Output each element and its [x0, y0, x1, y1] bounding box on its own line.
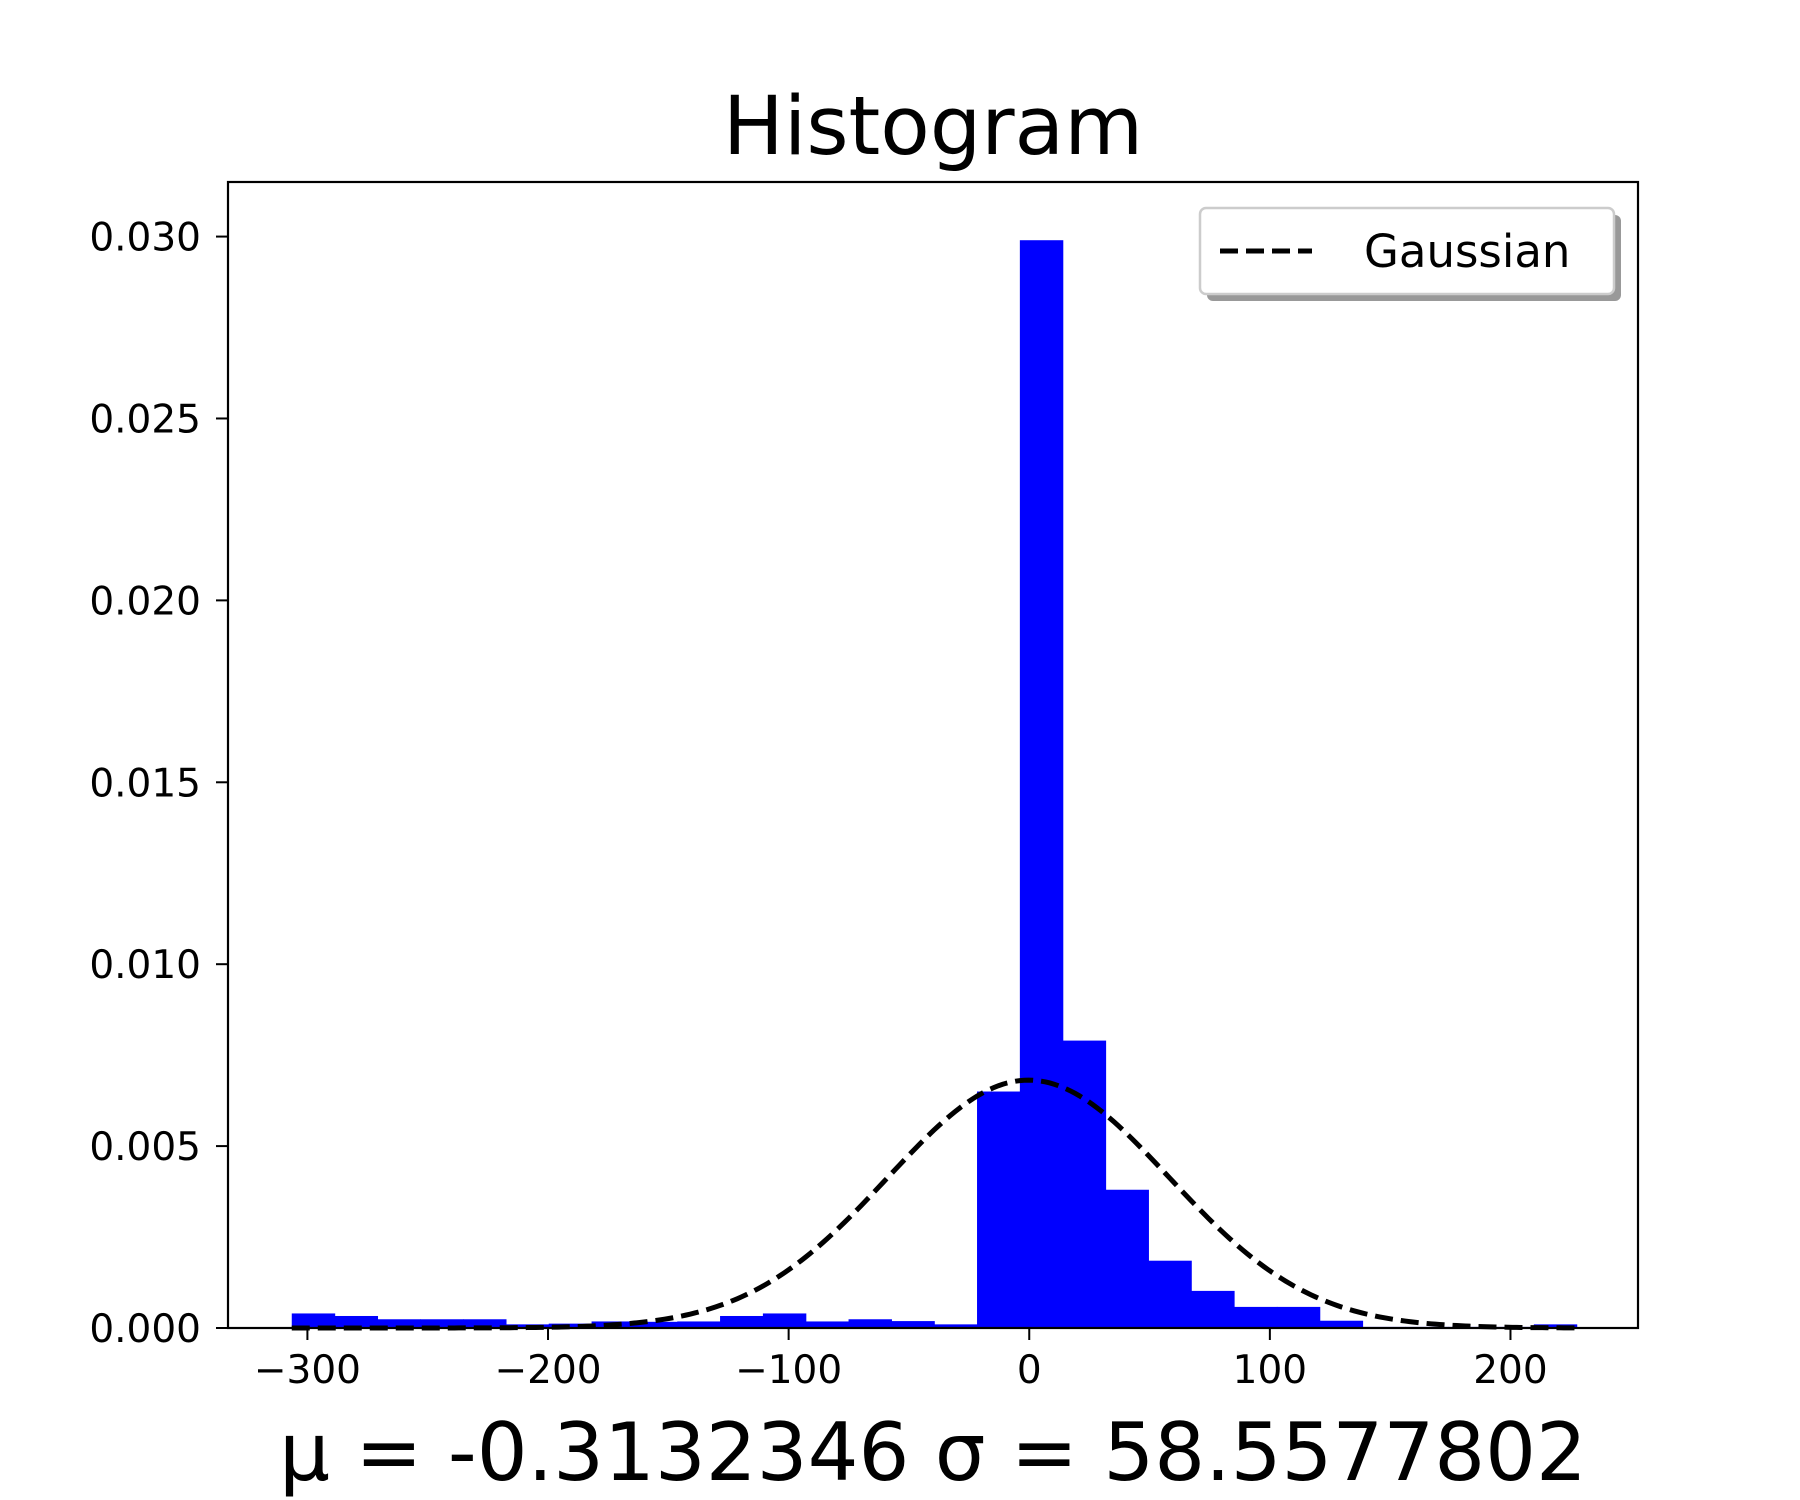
histogram-bar — [1105, 1189, 1149, 1328]
histogram-bar — [934, 1324, 978, 1328]
histogram-bar — [463, 1319, 507, 1328]
histogram-bar — [1148, 1260, 1192, 1328]
y-tick-label: 0.020 — [89, 579, 201, 624]
histogram-bar — [848, 1319, 892, 1328]
y-tick-label: 0.025 — [89, 397, 201, 442]
histogram-bar — [1276, 1306, 1321, 1328]
y-tick-label: 0.000 — [89, 1307, 201, 1352]
histogram-bars — [291, 240, 1578, 1329]
y-tick-label: 0.030 — [89, 216, 201, 261]
histogram-bar — [1191, 1290, 1235, 1328]
histogram-bar — [291, 1313, 336, 1328]
legend-box — [1198, 206, 1616, 296]
histogram-bar — [805, 1321, 850, 1328]
histogram-bar — [1062, 1040, 1107, 1328]
histogram-bar — [548, 1323, 593, 1328]
x-axis-label: μ = -0.3132346 σ = 58.5577802 — [279, 1406, 1587, 1499]
chart-title: Histogram — [723, 80, 1143, 174]
y-axis-ticks: 0.000 0.005 0.010 0.015 0.020 0.025 0.030 — [89, 216, 228, 1352]
histogram-bar — [1019, 240, 1064, 1329]
legend: Gaussian — [1198, 206, 1621, 301]
legend-label: Gaussian — [1364, 225, 1570, 278]
histogram-bar — [677, 1321, 721, 1328]
histogram-bar — [634, 1321, 678, 1328]
x-tick-label: −300 — [254, 1348, 361, 1393]
plot-frame — [226, 180, 1640, 1330]
histogram-bar — [1533, 1324, 1578, 1328]
x-tick-label: 100 — [1233, 1348, 1307, 1393]
histogram-bar — [891, 1321, 935, 1328]
y-tick-label: 0.015 — [89, 761, 201, 806]
y-tick-label: 0.005 — [89, 1125, 201, 1170]
y-tick-label: 0.010 — [89, 943, 201, 988]
x-tick-label: 200 — [1473, 1348, 1547, 1393]
histogram-bar — [762, 1313, 807, 1328]
x-tick-label: −200 — [494, 1348, 601, 1393]
histogram-bar — [720, 1315, 764, 1328]
histogram-bar — [420, 1319, 464, 1328]
x-tick-label: 0 — [1017, 1348, 1042, 1393]
histogram-bar — [1319, 1320, 1364, 1328]
histogram-bar — [334, 1315, 379, 1328]
x-axis-ticks: −300 −200 −100 0 100 200 — [254, 1328, 1548, 1393]
histogram-bar — [1234, 1306, 1278, 1328]
histogram-bar — [377, 1319, 421, 1328]
x-tick-label: −100 — [735, 1348, 842, 1393]
histogram-bar — [977, 1091, 1021, 1328]
